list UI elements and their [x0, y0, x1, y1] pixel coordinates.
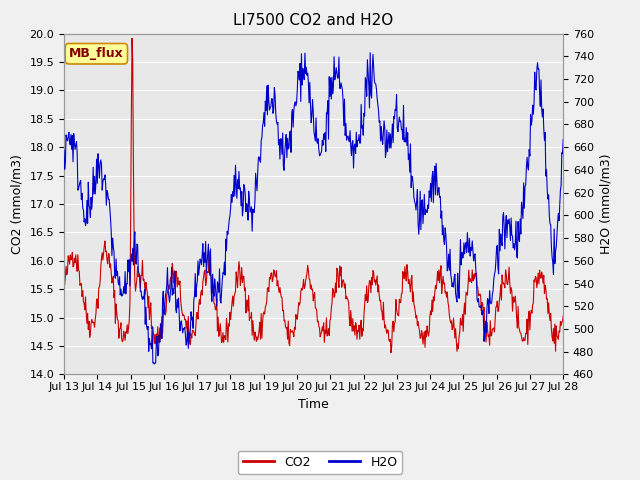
- Text: MB_flux: MB_flux: [69, 47, 124, 60]
- Legend: CO2, H2O: CO2, H2O: [237, 451, 403, 474]
- X-axis label: Time: Time: [298, 397, 329, 410]
- Y-axis label: H2O (mmol/m3): H2O (mmol/m3): [600, 154, 612, 254]
- Title: LI7500 CO2 and H2O: LI7500 CO2 and H2O: [234, 13, 394, 28]
- Y-axis label: CO2 (mmol/m3): CO2 (mmol/m3): [11, 154, 24, 254]
